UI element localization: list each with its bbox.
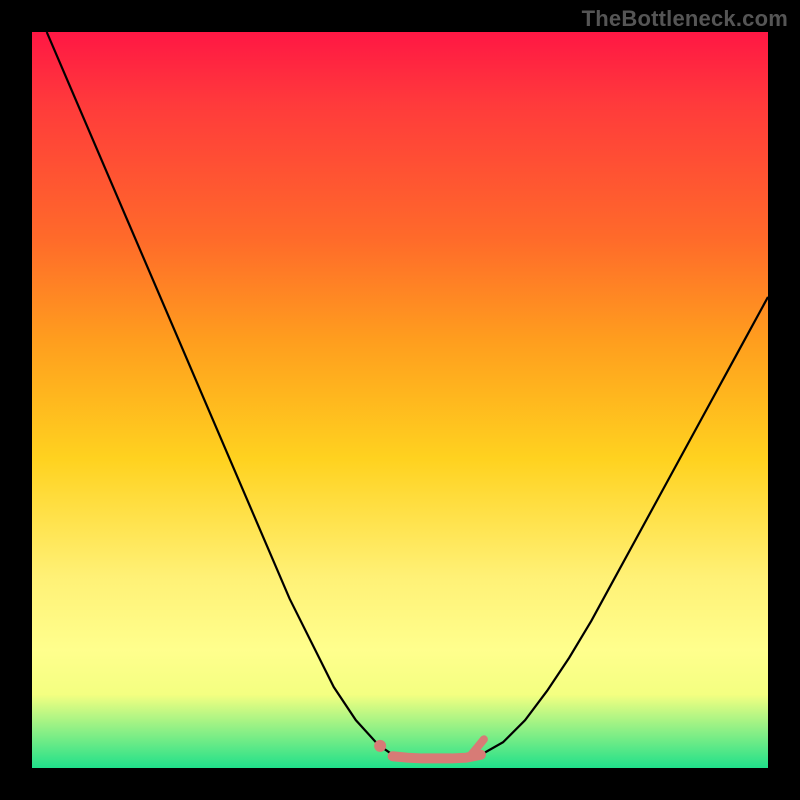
watermark-text: TheBottleneck.com <box>582 6 788 32</box>
chart-canvas: TheBottleneck.com <box>0 0 800 800</box>
curve-layer <box>32 32 768 768</box>
curve-left_arm <box>47 32 393 755</box>
marker-valley_dot <box>374 740 386 752</box>
curve-right_arm <box>481 297 768 755</box>
plot-area <box>32 32 768 768</box>
